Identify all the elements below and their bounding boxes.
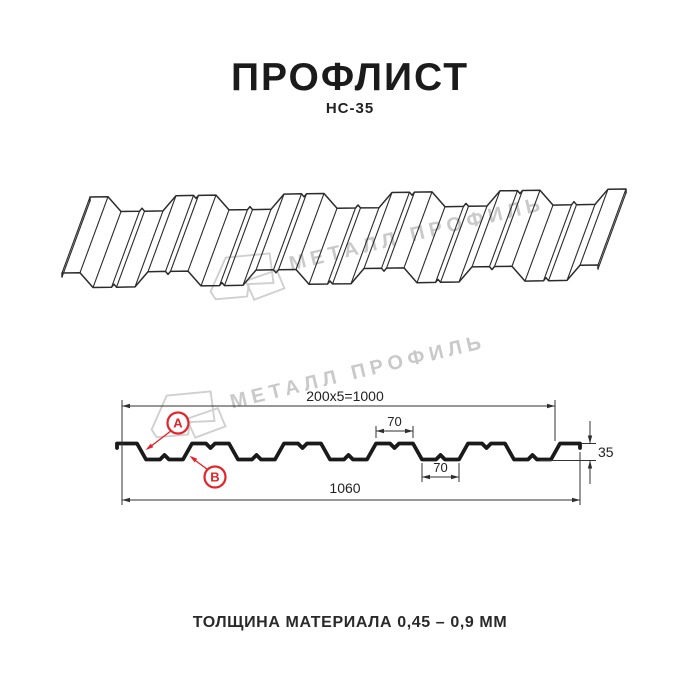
page-title: ПРОФЛИСТ [230,56,470,99]
watermark-metal-profil-bottom: МЕТАЛЛ ПРОФИЛЬ [140,315,492,449]
dim-crest-width-label: 70 [387,414,401,429]
thickness-note: ТОЛЩИНА МАТЕРИАЛА 0,45 – 0,9 ММ [192,614,508,631]
callout-b: В [189,455,227,489]
metal-profil-logo-icon [150,390,227,439]
watermark-metal-profil-top: МЕТАЛЛ ПРОФИЛЬ [199,177,551,311]
dim-height-label: 35 [598,444,614,460]
cross-section-outline [115,441,582,462]
watermark-text: МЕТАЛЛ ПРОФИЛЬ [227,330,488,413]
watermark-text: МЕТАЛЛ ПРОФИЛЬ [286,192,547,275]
marker-b-label: В [210,470,219,485]
dim-valley-width-label: 70 [433,460,447,475]
dim-overall-width-label: 1060 [329,480,360,496]
metal-profil-logo-icon [209,252,286,301]
marker-b-circle [203,465,227,489]
profile-model-label: НС-35 [325,100,375,117]
